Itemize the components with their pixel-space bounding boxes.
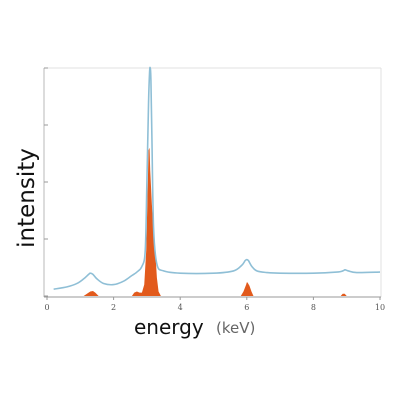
x-axis-unit: (keV) (216, 319, 255, 337)
y-axis-title: intensity (14, 148, 40, 248)
x-tick-label: 10 (375, 303, 385, 312)
axes (43, 67, 382, 298)
ticks: 0 2 4 6 8 10 (44, 67, 385, 312)
x-tick-label: 6 (244, 303, 249, 312)
peak-area-series (83, 147, 347, 296)
x-tick-label: 0 (44, 303, 49, 312)
spectrum-line-series (53, 66, 381, 290)
x-axis-title: energy (134, 315, 204, 339)
x-tick-label: 8 (311, 303, 316, 312)
series (53, 66, 381, 296)
x-tick-label: 2 (111, 303, 116, 312)
x-tick-label: 4 (178, 303, 183, 312)
